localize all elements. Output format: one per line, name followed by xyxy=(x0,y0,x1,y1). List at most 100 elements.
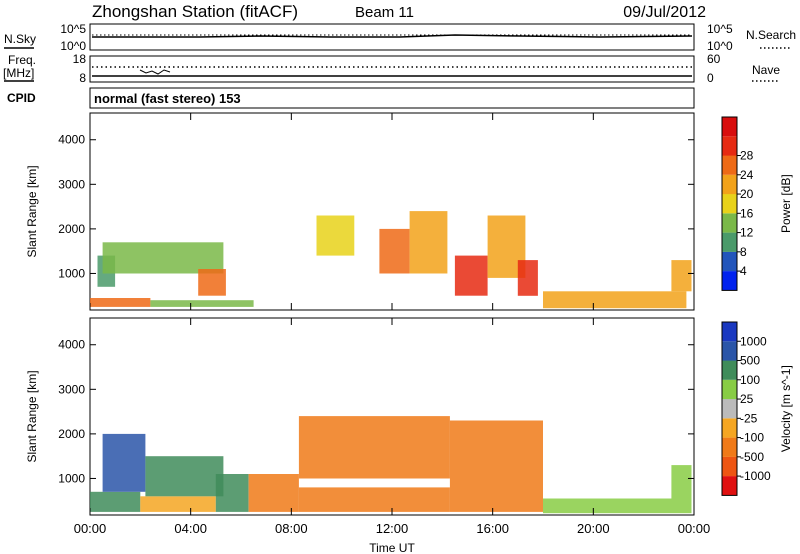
y-tick-label-power: 4000 xyxy=(58,133,85,147)
nsky-tick-bottom: 10^0 xyxy=(60,39,86,53)
colorbar-swatch-velocity xyxy=(722,476,737,496)
colorbar-swatch-power xyxy=(722,251,737,272)
heatmap-cell-power-11 xyxy=(543,291,687,309)
freq-tick-bottom: 8 xyxy=(79,71,86,85)
heatmap-cell-velocity-5 xyxy=(248,474,299,512)
colorbar-tick-label-velocity: -25 xyxy=(740,411,758,425)
colorbar-label-velocity: Velocity [m s^-1] xyxy=(779,365,793,452)
x-tick-label: 08:00 xyxy=(275,521,308,536)
nsearch-tick-bottom: 10^0 xyxy=(707,39,733,53)
y-tick-label-velocity: 1000 xyxy=(58,471,85,485)
nsearch-label: N.Search xyxy=(746,28,796,42)
colorbar-swatch-power xyxy=(722,174,737,195)
heatmap-cell-velocity-0 xyxy=(90,491,141,512)
colorbar-swatch-power xyxy=(722,155,737,175)
nave-label: Nave xyxy=(752,63,780,77)
cpid-text: normal (fast stereo) 153 xyxy=(94,91,241,106)
cpid-panel-frame xyxy=(89,87,695,109)
colorbar-tick-label-velocity: 25 xyxy=(740,392,754,406)
colorbar-swatch-velocity xyxy=(722,437,737,457)
heatmap-cell-power-6 xyxy=(379,228,410,274)
nsky-trace xyxy=(92,34,693,38)
nsky-tick-top: 10^5 xyxy=(60,22,86,36)
x-tick-label: 12:00 xyxy=(376,521,409,536)
heatmap-cell-power-4 xyxy=(198,269,226,296)
nave-dip xyxy=(139,69,171,75)
nave-tick-bottom: 0 xyxy=(707,71,714,85)
nsearch-tick-top: 10^5 xyxy=(707,22,733,36)
freq-label: Freq. xyxy=(8,53,36,67)
x-tick-label: 00:00 xyxy=(678,521,711,536)
colorbar-swatch-power xyxy=(722,117,737,137)
x-tick-label: 16:00 xyxy=(476,521,509,536)
beam-label: Beam 11 xyxy=(355,4,414,21)
y-axis-label-velocity: Slant Range [km] xyxy=(25,370,39,462)
heatmap-cell-power-8 xyxy=(454,255,488,296)
cpid-label: CPID xyxy=(7,91,36,105)
power-heatmap xyxy=(90,211,692,309)
nsky-panel-frame xyxy=(89,23,695,51)
nsky-label: N.Sky xyxy=(4,32,36,46)
freq-panel-frame xyxy=(89,55,695,83)
heatmap-cell-power-3 xyxy=(102,242,224,274)
y-tick-label-power: 1000 xyxy=(58,266,85,280)
heatmap-cell-velocity-6 xyxy=(298,416,450,479)
heatmap-cell-power-1 xyxy=(150,300,254,307)
heatmap-cell-velocity-10 xyxy=(671,465,692,499)
station-title: Zhongshan Station (fitACF) xyxy=(92,2,298,21)
heatmap-cell-velocity-7 xyxy=(298,487,450,512)
colorbar-tick-label-velocity: -100 xyxy=(740,431,764,445)
freq-unit: [MHz] xyxy=(3,66,34,80)
colorbar-swatch-velocity xyxy=(722,456,737,477)
x-tick-label: 04:00 xyxy=(174,521,207,536)
heatmap-cell-power-10 xyxy=(517,260,538,296)
colorbar-tick-label-power: 8 xyxy=(740,245,747,259)
x-tick-label: 20:00 xyxy=(577,521,610,536)
power-panel-frame xyxy=(89,112,695,311)
colorbar-swatch-power xyxy=(722,194,737,214)
colorbar-tick-label-power: 12 xyxy=(740,226,754,240)
heatmap-cell-velocity-2 xyxy=(140,496,216,512)
heatmap-cell-power-0 xyxy=(90,298,151,307)
colorbar-tick-label-velocity: -500 xyxy=(740,450,764,464)
heatmap-cell-velocity-1 xyxy=(102,433,146,492)
colorbar-tick-label-power: 24 xyxy=(740,168,754,182)
velocity-heatmap xyxy=(90,416,692,514)
colorbar-swatch-velocity xyxy=(722,360,737,380)
colorbar-tick-label-power: 28 xyxy=(740,149,754,163)
colorbar-swatch-power xyxy=(722,136,737,156)
colorbar-swatch-velocity xyxy=(722,341,737,361)
heatmap-cell-velocity-8 xyxy=(449,420,543,512)
y-tick-label-power: 2000 xyxy=(58,222,85,236)
colorbar-tick-label-velocity: 1000 xyxy=(740,334,767,348)
y-tick-label-velocity: 3000 xyxy=(58,382,85,396)
colorbar-frame-power xyxy=(721,116,738,291)
colorbar-tick-label-power: 20 xyxy=(740,187,754,201)
y-tick-label-power: 3000 xyxy=(58,177,85,191)
colorbar-tick-label-power: 16 xyxy=(740,206,754,220)
x-axis-label: Time UT xyxy=(369,541,415,554)
colorbar-tick-label-velocity: 500 xyxy=(740,354,760,368)
colorbar-swatch-power xyxy=(722,213,737,233)
x-tick-label: 00:00 xyxy=(74,521,107,536)
colorbar-label-power: Power [dB] xyxy=(779,174,793,233)
colorbar-tick-label-velocity: -1000 xyxy=(740,469,771,483)
colorbar-swatch-velocity xyxy=(722,418,737,438)
heatmap-cell-power-5 xyxy=(316,215,355,256)
y-tick-label-velocity: 4000 xyxy=(58,338,85,352)
heatmap-cell-velocity-3 xyxy=(145,456,224,497)
date-label: 09/Jul/2012 xyxy=(623,4,706,21)
colorbar-tick-label-power: 4 xyxy=(740,264,747,278)
y-tick-label-velocity: 2000 xyxy=(58,427,85,441)
colorbar-tick-label-velocity: 100 xyxy=(740,373,760,387)
freq-tick-top: 18 xyxy=(73,52,87,66)
y-axis-label-power: Slant Range [km] xyxy=(25,165,39,257)
heatmap-cell-velocity-9 xyxy=(543,498,692,514)
heatmap-cell-power-7 xyxy=(409,211,448,274)
heatmap-cell-power-12 xyxy=(671,260,692,292)
heatmap-cell-velocity-4 xyxy=(215,474,249,512)
colorbar-frame-velocity xyxy=(721,321,738,496)
colorbar-swatch-velocity xyxy=(722,379,737,400)
colorbar-swatch-power xyxy=(722,232,737,252)
